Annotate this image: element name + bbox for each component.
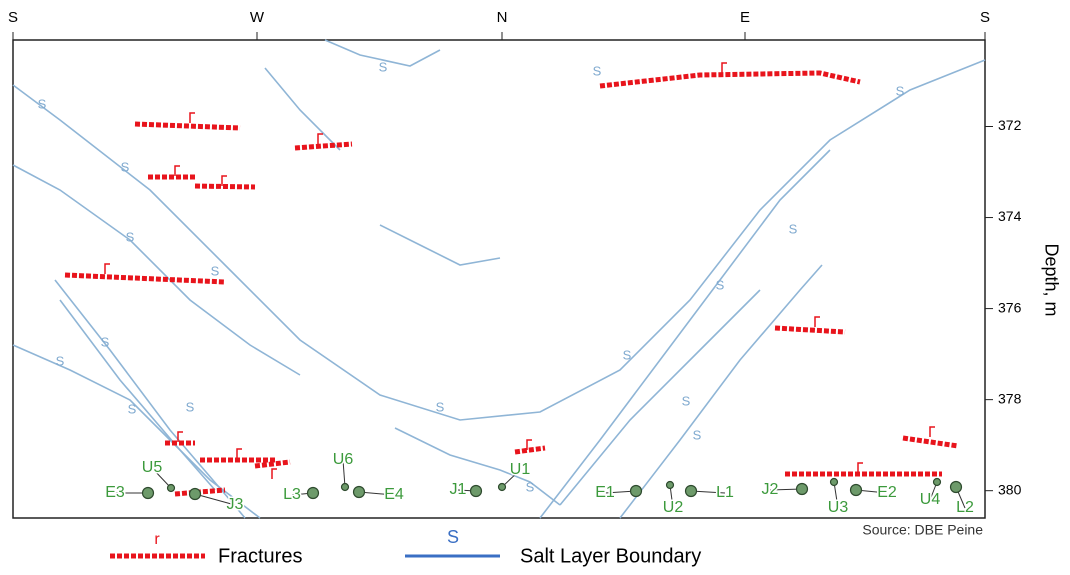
point-label: U6 — [333, 451, 354, 468]
compass-label: N — [497, 9, 508, 26]
point-label: E2 — [877, 484, 897, 501]
measurement-point — [686, 486, 697, 497]
measurement-point — [934, 479, 941, 486]
boundary-label: S — [593, 63, 602, 78]
boundary-label: S — [186, 399, 195, 414]
measurement-point — [342, 484, 349, 491]
measurement-point — [499, 484, 506, 491]
point-label: E1 — [595, 484, 615, 501]
fracture-flag — [190, 113, 195, 123]
measurement-point — [831, 479, 838, 486]
boundary-label: S — [789, 221, 798, 236]
point-label: U2 — [663, 499, 684, 516]
compass-label: W — [250, 9, 265, 26]
boundary-label: S — [682, 393, 691, 408]
point-label: U1 — [510, 461, 531, 478]
boundary-label: S — [211, 263, 220, 278]
boundary-label: S — [693, 427, 702, 442]
depth-axis-label: Depth, m — [1041, 243, 1061, 316]
measurement-point — [797, 484, 808, 495]
legend-boundary: Salt Layer Boundary — [520, 545, 701, 567]
point-label: J3 — [227, 496, 244, 513]
measurement-point — [851, 485, 862, 496]
fracture-flag — [105, 264, 110, 274]
boundary-label: S — [38, 96, 47, 111]
point-label: U4 — [920, 491, 941, 508]
boundary-label: S — [379, 59, 388, 74]
point-label: E4 — [384, 486, 404, 503]
fracture-flag — [318, 134, 323, 144]
compass-label: S — [8, 9, 18, 26]
boundary-label: S — [56, 353, 65, 368]
boundary-label: S — [128, 401, 137, 416]
point-label: U3 — [828, 499, 849, 516]
fracture-flag — [722, 63, 727, 73]
boundary-label: S — [716, 277, 725, 292]
measurement-point — [190, 489, 201, 500]
fracture-flag — [815, 317, 820, 327]
boundary-label: S — [101, 334, 110, 349]
y-tick-label: 372 — [998, 117, 1022, 133]
point-label: L3 — [283, 486, 301, 503]
compass-label: S — [980, 9, 990, 26]
fractures — [65, 73, 958, 494]
boundary-label: S — [526, 479, 535, 494]
legend-boundary-symbol: S — [447, 527, 459, 547]
legend-fracture-symbol: r — [154, 531, 160, 548]
boundary-label: S — [623, 347, 632, 362]
boundary-label: S — [896, 83, 905, 98]
diagram: r Fractures S Salt Layer Boundary Source… — [0, 0, 1070, 575]
measurement-point — [951, 482, 962, 493]
source: Source: DBE Peine — [862, 522, 983, 538]
point-label: J2 — [762, 481, 779, 498]
point-label: L2 — [956, 499, 974, 516]
y-tick-label: 378 — [998, 390, 1022, 406]
measurement-point — [631, 486, 642, 497]
boundary-label: S — [121, 159, 130, 174]
measurement-point — [308, 488, 319, 499]
measurement-point — [354, 487, 365, 498]
measurement-point — [667, 482, 674, 489]
y-tick-label: 376 — [998, 299, 1022, 315]
boundary-label: S — [436, 399, 445, 414]
measurement-point — [168, 485, 175, 492]
legend-fractures: Fractures — [218, 545, 302, 567]
point-label: J1 — [450, 481, 467, 498]
fracture-flag — [930, 427, 935, 437]
point-label: L1 — [716, 484, 734, 501]
measurement-point — [471, 486, 482, 497]
fracture-flag — [272, 469, 277, 479]
point-label: E3 — [105, 484, 125, 501]
point-label: U5 — [142, 459, 163, 476]
y-tick-label: 380 — [998, 481, 1022, 497]
compass-label: E — [740, 9, 750, 26]
measurement-point — [143, 488, 154, 499]
boundary-label: S — [126, 229, 135, 244]
y-tick-label: 374 — [998, 208, 1022, 224]
